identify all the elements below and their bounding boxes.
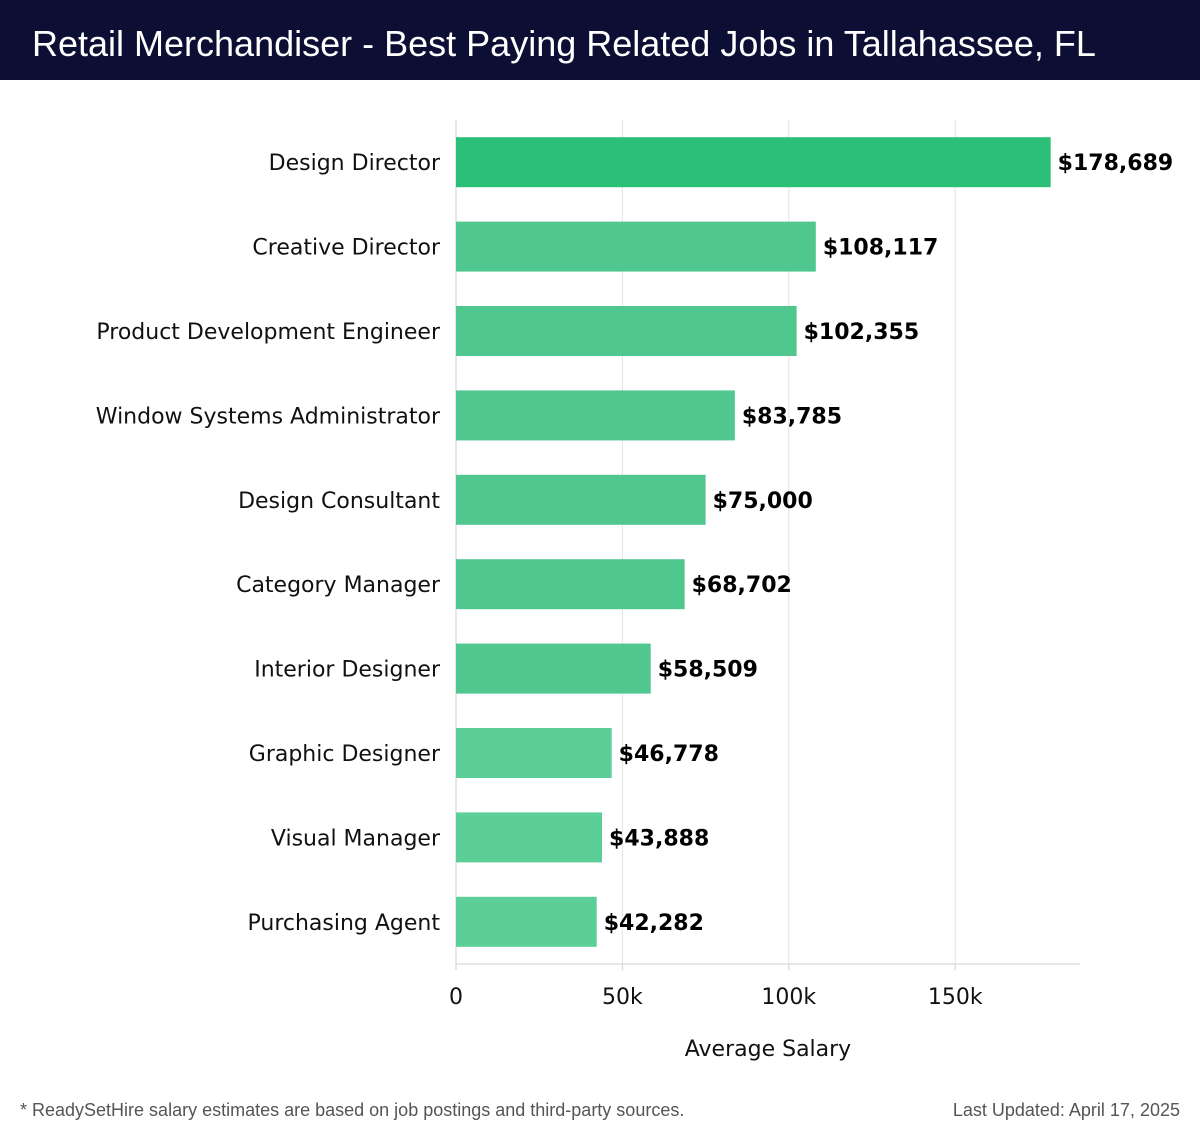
data-label: $102,355 — [804, 320, 920, 345]
x-tick-label: 0 — [449, 985, 463, 1010]
last-updated: Last Updated: April 17, 2025 — [952, 1100, 1180, 1120]
category-label: Creative Director — [252, 236, 441, 261]
category-label: Interior Designer — [254, 658, 441, 683]
category-label: Design Director — [269, 151, 441, 176]
x-tick-label: 50k — [602, 985, 643, 1010]
data-label: $178,689 — [1058, 151, 1174, 176]
category-label: Purchasing Agent — [248, 911, 441, 936]
bar — [456, 812, 603, 863]
category-label: Visual Manager — [271, 826, 441, 851]
bar — [456, 643, 651, 694]
data-label: $46,778 — [619, 742, 719, 767]
data-label: $58,509 — [658, 658, 758, 683]
bar — [456, 559, 685, 610]
category-label: Category Manager — [236, 573, 441, 598]
data-label: $108,117 — [823, 236, 939, 261]
bar — [456, 474, 706, 525]
category-label: Window Systems Administrator — [96, 404, 441, 429]
header-bar: Retail Merchandiser - Best Paying Relate… — [0, 0, 1200, 80]
bar — [456, 896, 597, 947]
bar — [456, 137, 1051, 188]
page-title: Retail Merchandiser - Best Paying Relate… — [32, 23, 1096, 64]
bar — [456, 306, 797, 356]
x-tick-label: 150k — [928, 985, 983, 1010]
category-label: Graphic Designer — [249, 742, 441, 767]
data-label: $42,282 — [604, 911, 704, 936]
category-label: Product Development Engineer — [96, 320, 441, 345]
bar — [456, 390, 735, 441]
footer-note: * ReadySetHire salary estimates are base… — [20, 1100, 685, 1120]
data-label: $75,000 — [713, 489, 813, 514]
data-label: $68,702 — [692, 573, 792, 598]
data-label: $83,785 — [742, 404, 842, 429]
bar — [456, 728, 612, 778]
bar — [456, 221, 816, 272]
x-tick-label: 100k — [761, 985, 816, 1010]
x-axis-title: Average Salary — [685, 1037, 851, 1062]
data-label: $43,888 — [609, 826, 709, 851]
category-label: Design Consultant — [238, 489, 440, 514]
